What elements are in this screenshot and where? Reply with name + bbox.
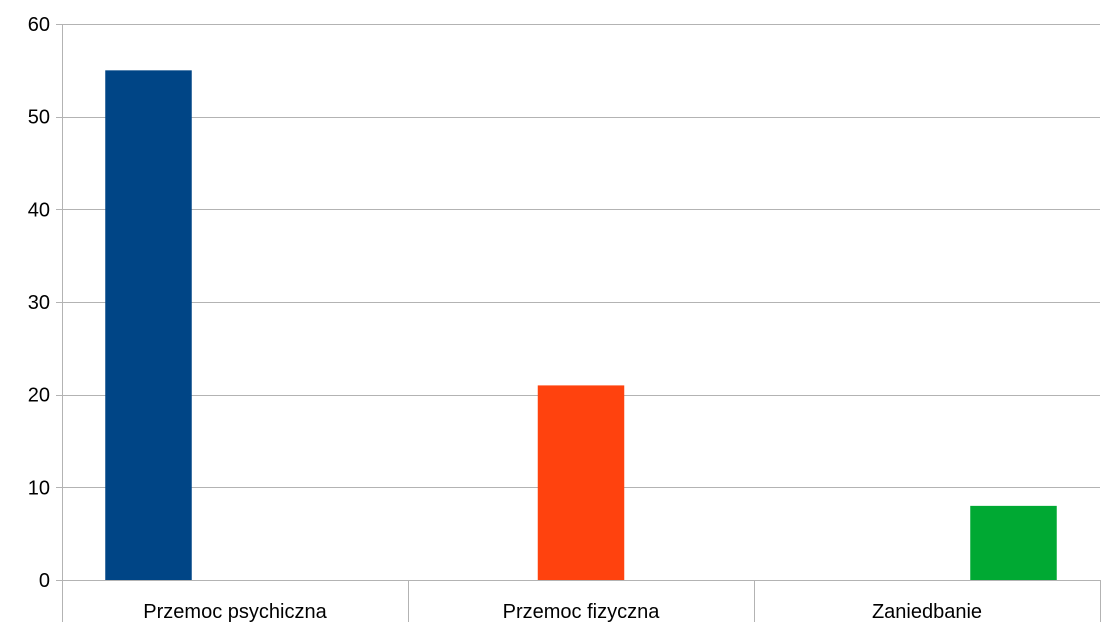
bar-3: [970, 505, 1057, 580]
axes: [56, 24, 1101, 622]
x-tick-label: Przemoc psychiczna: [143, 601, 327, 623]
y-tick-labels: 0 10 20 30 40 50 60: [28, 14, 50, 592]
x-tick-label: Zaniedbanie: [872, 601, 982, 623]
y-tick-label: 60: [28, 14, 50, 36]
bar-1: [105, 70, 192, 580]
y-tick-label: 20: [28, 385, 50, 407]
y-tick-label: 30: [28, 292, 50, 314]
y-tick-label: 0: [39, 570, 50, 592]
bar-2: [537, 385, 625, 580]
x-tick-label: Przemoc fizyczna: [503, 601, 661, 623]
y-tick-label: 50: [28, 107, 50, 129]
y-tick-label: 40: [28, 199, 50, 221]
bars: [105, 70, 1057, 580]
y-tick-label: 10: [28, 477, 50, 499]
x-tick-labels: Przemoc psychiczna Przemoc fizyczna Zanied…: [143, 601, 982, 623]
